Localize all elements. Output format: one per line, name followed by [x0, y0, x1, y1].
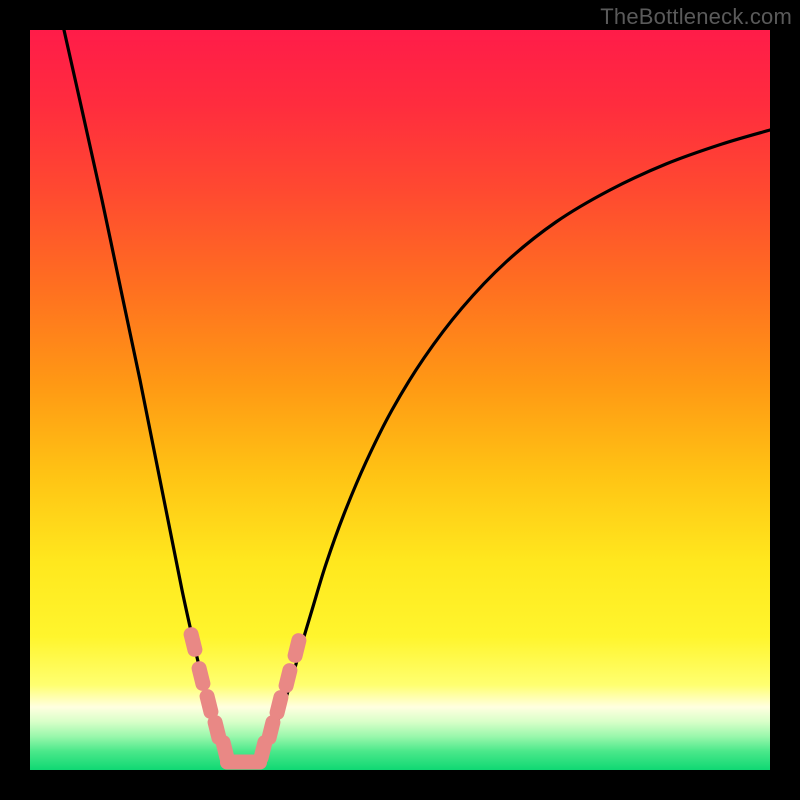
plot-area [30, 30, 770, 770]
curve-marker [286, 632, 308, 665]
chart-frame: TheBottleneck.com [0, 0, 800, 800]
curve-marker [277, 662, 299, 695]
watermark-text: TheBottleneck.com [600, 4, 792, 30]
chart-svg [30, 30, 770, 770]
curve-marker [190, 660, 212, 693]
curve-marker [182, 626, 204, 659]
curve-marker [268, 689, 290, 722]
bottleneck-curve [64, 30, 770, 764]
